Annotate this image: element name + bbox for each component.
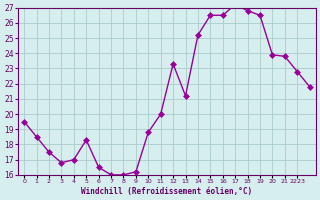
X-axis label: Windchill (Refroidissement éolien,°C): Windchill (Refroidissement éolien,°C) xyxy=(81,187,252,196)
